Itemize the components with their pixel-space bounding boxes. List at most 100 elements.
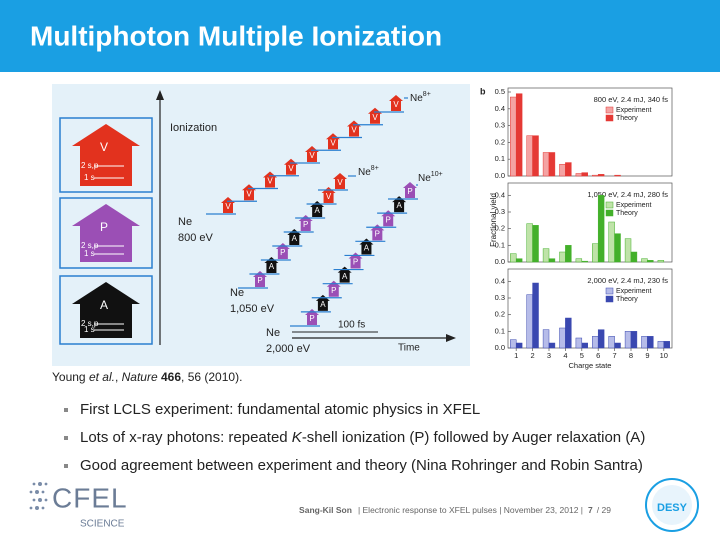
ladder-start: Ne xyxy=(266,327,280,339)
chart-title: 800 eV, 2.4 mJ, 340 fs xyxy=(594,95,669,104)
logo-dot xyxy=(29,490,33,494)
bar xyxy=(608,336,615,349)
step-letter: V xyxy=(309,151,315,160)
bar xyxy=(641,258,648,263)
bar xyxy=(510,339,517,349)
y-tick-label: 0.2 xyxy=(495,224,505,233)
bar xyxy=(647,260,654,263)
citation-part: , xyxy=(115,370,122,384)
step-box xyxy=(326,280,341,297)
step-letter: V xyxy=(393,100,399,109)
citation-part: Nature xyxy=(122,370,158,384)
ion-charge: 8+ xyxy=(423,91,431,98)
bar xyxy=(548,342,556,349)
icon-letter: P xyxy=(100,220,108,234)
bullet-marker xyxy=(64,436,68,440)
x-tick-label: 1 xyxy=(514,351,518,360)
step-letter: V xyxy=(225,202,231,211)
bar xyxy=(575,173,583,177)
y-tick-label: 0.1 xyxy=(495,240,505,249)
ion-charge: 8+ xyxy=(371,165,379,172)
footer-info: | Electronic response to XFEL pulses | N… xyxy=(358,505,583,515)
step-box xyxy=(348,252,363,269)
y-tick-label: 0.2 xyxy=(495,310,505,319)
logo-dot xyxy=(35,490,39,494)
step-box xyxy=(264,257,279,273)
step-letter: P xyxy=(375,229,380,238)
step-letter: P xyxy=(257,276,262,285)
bullet-part: Lots of x-ray photons: repeated xyxy=(80,429,292,446)
citation-part: et al. xyxy=(89,370,115,384)
bullet-text: First LCLS experiment: fundamental atomi… xyxy=(80,401,480,418)
legend-label: Experiment xyxy=(616,288,651,295)
bar xyxy=(630,251,638,263)
bullet-text: Good agreement between experiment and th… xyxy=(80,457,643,474)
y-tick-label: 0.3 xyxy=(495,293,505,302)
bullet-part: K xyxy=(292,429,303,446)
step-box xyxy=(315,294,330,311)
step-letter: A xyxy=(396,201,402,210)
step-letter: A xyxy=(364,244,370,253)
step-letter: V xyxy=(372,113,378,122)
bar xyxy=(510,96,517,177)
icon-arrow xyxy=(72,204,140,262)
step-letter: A xyxy=(269,262,275,271)
bar xyxy=(624,238,632,263)
logo-dot xyxy=(38,482,42,486)
shell-label: 2 s,p xyxy=(81,319,99,328)
step-letter: P xyxy=(303,220,308,229)
y-tick-label: 0.0 xyxy=(495,343,505,352)
bar xyxy=(581,172,588,177)
step-box xyxy=(389,95,403,111)
logo-right: DESY xyxy=(657,502,688,514)
y-tick-label: 0.4 xyxy=(495,104,505,113)
y-tick-label: 0.3 xyxy=(495,121,505,130)
bar xyxy=(624,331,632,349)
ladder-energy: 800 eV xyxy=(178,232,214,244)
step-letter: P xyxy=(407,187,412,196)
icon-letter: A xyxy=(100,298,108,312)
bar xyxy=(515,93,523,177)
x-tick-label: 7 xyxy=(613,351,617,360)
legend-swatch xyxy=(605,114,614,122)
bar xyxy=(565,317,572,349)
y-tick-label: 0.5 xyxy=(495,87,505,96)
icon-frame xyxy=(59,197,153,269)
slide-title: Multiphoton Multiple Ionization xyxy=(30,20,442,51)
bar xyxy=(597,174,605,177)
bar xyxy=(592,174,599,177)
bar xyxy=(597,329,605,349)
bar xyxy=(559,163,566,177)
bar xyxy=(559,327,566,349)
icon-letter: V xyxy=(100,140,108,154)
arrow-head xyxy=(446,334,456,342)
step-box xyxy=(333,173,347,189)
bar xyxy=(510,253,517,263)
y-tick-label: 0.1 xyxy=(495,154,505,163)
step-box xyxy=(287,229,302,245)
arrow-head xyxy=(156,90,164,100)
step-box xyxy=(370,224,385,241)
bar xyxy=(526,135,533,177)
step-letter: V xyxy=(246,189,252,198)
bar xyxy=(532,225,539,263)
bar xyxy=(592,243,599,263)
bar xyxy=(575,337,583,349)
footer-page: 7 xyxy=(588,505,593,515)
ion-symbol: Ne xyxy=(358,167,371,178)
citation: Young et al., Nature 466, 56 (2010). xyxy=(52,370,242,384)
footer: Sang-Kil Son | Electronic response to XFE… xyxy=(299,505,611,515)
step-box xyxy=(392,196,407,213)
legend-label: Experiment xyxy=(616,202,651,209)
shell-label: 1 s xyxy=(84,325,95,334)
step-box xyxy=(275,243,290,259)
logo-disc xyxy=(652,485,692,525)
legend-label: Theory xyxy=(616,210,638,217)
ladder-start: Ne xyxy=(230,287,244,299)
bar xyxy=(614,174,621,177)
shell-label: 2 s,p xyxy=(81,161,99,170)
legend-swatch xyxy=(605,209,614,217)
ladder-end: Ne8+ xyxy=(358,165,379,178)
bullet-marker xyxy=(64,464,68,468)
